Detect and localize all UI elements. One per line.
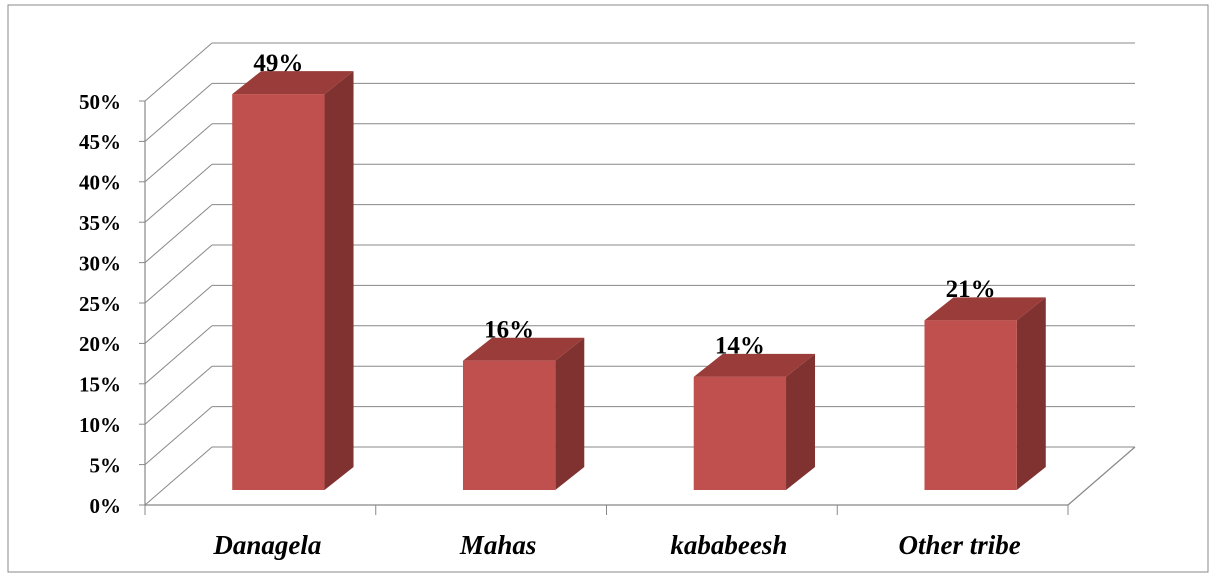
- y-tick-label: 0%: [90, 494, 122, 518]
- bar-side: [1016, 297, 1046, 490]
- grid-line-side: [144, 244, 213, 304]
- y-tick-label: 20%: [79, 332, 121, 356]
- x-tick-label: Other tribe: [898, 530, 1020, 560]
- y-tick-label: 45%: [79, 130, 121, 154]
- data-label: 49%: [253, 50, 303, 77]
- y-tick-label: 40%: [79, 171, 121, 195]
- bar-top: [462, 337, 585, 361]
- bar: [462, 360, 556, 490]
- bar-side: [555, 337, 585, 490]
- grid-line-side: [144, 42, 213, 102]
- bar-side: [786, 353, 816, 490]
- grid-line-side: [144, 406, 213, 465]
- y-tick-label: 50%: [79, 90, 121, 114]
- data-label: 21%: [946, 276, 996, 303]
- chart-border: [7, 4, 1209, 573]
- bar: [232, 94, 325, 490]
- x-tick-label: kababeesh: [670, 530, 787, 560]
- floor-right: [1067, 446, 1136, 506]
- grid-line-side: [144, 325, 213, 385]
- y-tick-label: 10%: [79, 413, 121, 437]
- y-tick-label: 35%: [79, 211, 121, 235]
- grid-line-side: [144, 123, 213, 183]
- bar: [924, 320, 1017, 490]
- x-tick-label: Danagela: [212, 530, 321, 560]
- y-tick-label: 15%: [79, 373, 121, 397]
- grid-line-side: [144, 285, 213, 344]
- grid-line-side: [144, 446, 213, 506]
- data-label: 16%: [484, 316, 534, 343]
- grid-line-side: [144, 83, 213, 142]
- bar: [693, 376, 787, 490]
- grid-line-side: [144, 204, 213, 263]
- data-label: 14%: [715, 333, 765, 360]
- bar-top: [693, 353, 816, 377]
- x-tick-label: Mahas: [459, 530, 537, 560]
- y-tick-label: 25%: [79, 292, 121, 316]
- grid-line-side: [144, 365, 213, 425]
- y-tick-label: 5%: [90, 453, 122, 477]
- bar-top: [924, 297, 1046, 321]
- bar-top: [232, 71, 354, 95]
- bar-side: [324, 71, 354, 490]
- y-tick-label: 30%: [79, 251, 121, 275]
- grid-line-side: [144, 163, 213, 223]
